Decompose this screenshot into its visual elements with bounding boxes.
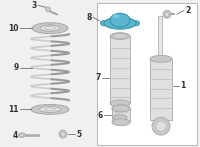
Ellipse shape xyxy=(112,14,120,18)
Bar xyxy=(113,103,127,117)
Text: 2: 2 xyxy=(185,6,190,15)
Ellipse shape xyxy=(113,34,127,39)
Ellipse shape xyxy=(112,105,130,112)
Bar xyxy=(97,3,197,145)
Ellipse shape xyxy=(132,21,140,26)
Circle shape xyxy=(165,12,169,16)
Ellipse shape xyxy=(110,13,130,27)
Ellipse shape xyxy=(20,134,24,136)
Text: 9: 9 xyxy=(14,63,19,72)
Ellipse shape xyxy=(18,133,26,137)
Circle shape xyxy=(152,117,170,135)
Ellipse shape xyxy=(110,33,130,40)
Bar xyxy=(112,108,130,122)
Text: 11: 11 xyxy=(8,105,19,114)
Text: 6: 6 xyxy=(98,111,103,120)
Text: 5: 5 xyxy=(76,130,81,139)
Bar xyxy=(158,16,162,73)
Ellipse shape xyxy=(45,26,55,30)
Ellipse shape xyxy=(150,55,172,62)
Ellipse shape xyxy=(104,17,136,29)
Bar xyxy=(150,59,172,120)
Circle shape xyxy=(46,7,50,12)
Text: 8: 8 xyxy=(87,13,92,22)
Ellipse shape xyxy=(31,104,69,114)
Ellipse shape xyxy=(40,106,60,112)
Text: 4: 4 xyxy=(13,131,18,140)
Ellipse shape xyxy=(113,114,127,120)
Circle shape xyxy=(59,130,67,138)
Circle shape xyxy=(61,132,65,136)
Text: 3: 3 xyxy=(32,1,37,10)
Bar xyxy=(110,36,130,103)
Text: 7: 7 xyxy=(96,73,101,82)
Text: 10: 10 xyxy=(8,24,19,33)
Ellipse shape xyxy=(32,23,68,34)
Ellipse shape xyxy=(110,100,130,107)
Ellipse shape xyxy=(40,25,60,31)
Text: 1: 1 xyxy=(180,81,185,90)
Circle shape xyxy=(156,121,166,131)
Ellipse shape xyxy=(112,105,130,112)
Ellipse shape xyxy=(112,119,130,126)
Ellipse shape xyxy=(45,108,55,111)
Circle shape xyxy=(163,10,171,18)
Ellipse shape xyxy=(101,21,108,26)
